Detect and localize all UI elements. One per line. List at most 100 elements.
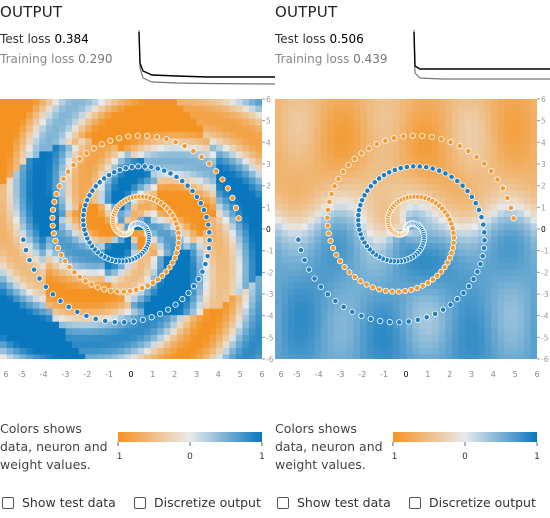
heatmap-cell [320, 157, 328, 166]
heatmap-cell [104, 105, 112, 113]
heatmap-cell [373, 321, 381, 329]
heatmap-cell [307, 321, 315, 329]
heatmap-cell [203, 334, 211, 342]
heatmap-cell [45, 269, 53, 277]
heatmap-cell [176, 308, 184, 316]
heatmap-cell [425, 308, 433, 316]
heatmap-cell [386, 354, 394, 362]
heatmap-cell [170, 118, 178, 126]
discretize-output-checkbox[interactable]: Discretize output [134, 495, 261, 510]
data-point [442, 170, 449, 177]
heatmap-cell [458, 118, 466, 126]
checkbox-box[interactable] [277, 496, 289, 509]
heatmap-cell [170, 295, 178, 303]
show-test-data-checkbox[interactable]: Show test data [277, 495, 391, 510]
y-tick-label: -1 [266, 247, 274, 256]
heatmap-cell [458, 354, 466, 362]
data-point [333, 251, 340, 258]
checkbox-box[interactable] [409, 496, 421, 509]
data-point [472, 200, 479, 207]
heatmap-cell [471, 164, 479, 172]
heatmap-cell [91, 125, 99, 133]
heatmap-cell [432, 243, 440, 251]
heatmap-cell [373, 151, 381, 159]
heatmap-cell [504, 151, 512, 159]
heatmap-cell [307, 164, 315, 172]
heatmap-cell [347, 216, 355, 225]
heatmap-cell [314, 125, 322, 133]
heatmap-cell [327, 315, 335, 323]
heatmap-cell [104, 236, 112, 244]
heatmap-cell [347, 144, 355, 152]
heatmap-cell [65, 164, 73, 172]
heatmap-cell [340, 321, 348, 329]
heatmap-cell [104, 302, 112, 310]
heatmap-cell [163, 275, 171, 283]
heatmap-cell [419, 315, 427, 323]
heatmap-cell [484, 118, 492, 126]
heatmap-cell [52, 282, 60, 290]
heatmap-cell [131, 99, 139, 107]
heatmap-cell [523, 328, 532, 336]
heatmap-cell [222, 269, 230, 277]
heatmap-cell [45, 282, 53, 290]
checkbox-box[interactable] [2, 496, 14, 509]
output-title: OUTPUT [0, 3, 63, 21]
data-point [376, 175, 383, 182]
heatmap-cell [216, 210, 224, 218]
heatmap-cell [235, 190, 243, 198]
heatmap-cell [530, 288, 538, 297]
heatmap-cell [78, 138, 86, 146]
heatmap-cell [517, 216, 525, 225]
heatmap-cell [438, 197, 446, 205]
heatmap-cell [491, 341, 499, 349]
heatmap-cell [229, 99, 237, 107]
heatmap-cell [157, 184, 165, 192]
heatmap-cell [170, 203, 178, 211]
heatmap-cell [497, 334, 505, 342]
heatmap-cell [163, 177, 171, 185]
heatmap-cell [209, 315, 217, 323]
heatmap-cell [203, 190, 211, 198]
data-point [206, 229, 213, 236]
heatmap-cell [445, 99, 453, 107]
heatmap-cell [45, 230, 53, 238]
data-point [324, 206, 332, 213]
heatmap-cell [360, 177, 368, 185]
data-point [190, 148, 197, 155]
heatmap-cell [222, 230, 230, 238]
heatmap-cell [288, 131, 296, 139]
heatmap-cell [288, 105, 296, 113]
heatmap-cell [484, 138, 492, 146]
heatmap-cell [131, 269, 139, 277]
heatmap-cell [150, 308, 158, 316]
heatmap-cell [353, 341, 361, 349]
heatmap-cell [58, 321, 67, 329]
data-point [465, 148, 472, 155]
heatmap-cell [373, 262, 381, 270]
heatmap-cell [464, 315, 473, 323]
heatmap-cell [150, 354, 158, 362]
heatmap-cell [176, 262, 184, 270]
heatmap-cell [78, 236, 86, 244]
heatmap-cell [78, 125, 86, 133]
heatmap-cell [45, 354, 53, 362]
heatmap-cell [58, 282, 67, 290]
heatmap-cell [242, 282, 250, 290]
heatmap-cell [307, 184, 315, 192]
heatmap-cell [157, 210, 165, 218]
heatmap-cell [0, 302, 8, 310]
heatmap-cell [91, 334, 99, 342]
discretize-output-checkbox[interactable]: Discretize output [409, 495, 536, 510]
heatmap-cell [196, 315, 204, 323]
show-test-data-checkbox[interactable]: Show test data [2, 495, 116, 510]
data-point [83, 150, 90, 157]
heatmap-cell [248, 223, 257, 231]
heatmap-cell [517, 144, 525, 152]
checkbox-box[interactable] [134, 496, 146, 509]
heatmap-cell [117, 236, 126, 244]
data-point [66, 263, 73, 271]
heatmap-cell [124, 334, 132, 342]
heatmap-cell [196, 164, 204, 172]
heatmap-cell [445, 105, 453, 113]
